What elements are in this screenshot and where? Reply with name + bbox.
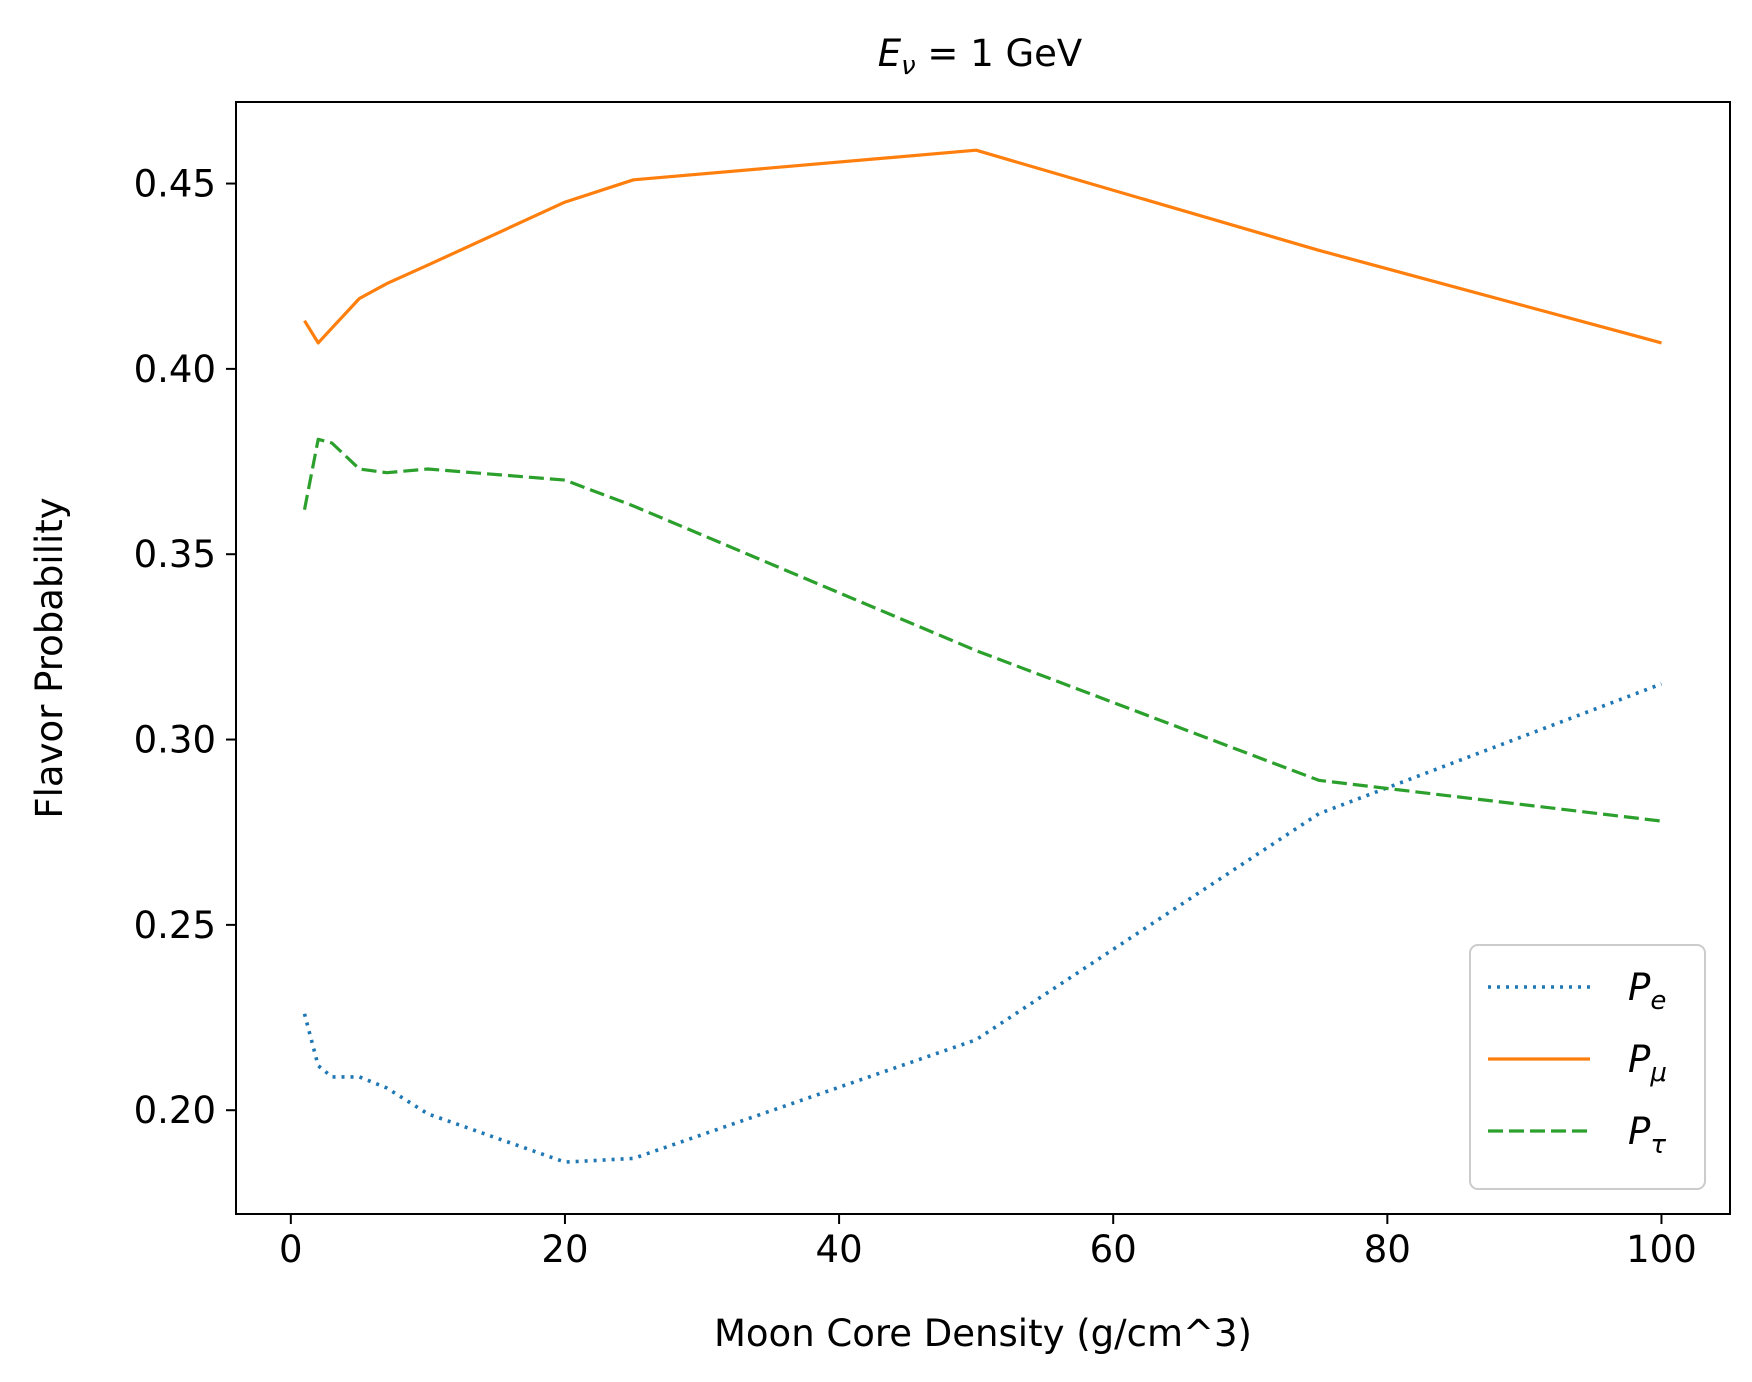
x-tick-label: 20 [541, 1228, 588, 1271]
y-tick-label: 0.25 [134, 904, 216, 947]
x-tick-label: 60 [1090, 1228, 1137, 1271]
x-axis-label: Moon Core Density (g/cm^3) [714, 1312, 1252, 1355]
y-tick-label: 0.40 [134, 348, 216, 391]
y-axis: 0.20 0.25 0.30 0.35 0.40 0.45 [134, 163, 236, 1132]
legend-label-0: Pe [1628, 966, 1666, 1016]
legend-label-2: Pτ [1628, 1110, 1666, 1160]
chart-title: Eν = 1 GeV [878, 32, 1083, 81]
x-tick-label: 0 [279, 1228, 303, 1271]
x-tick-label: 40 [816, 1228, 863, 1271]
series-line-1 [303, 148, 1662, 345]
svg-text:Eν = 1 GeV: Eν = 1 GeV [878, 32, 1083, 81]
y-tick-label: 0.20 [134, 1089, 216, 1132]
y-tick-label: 0.35 [134, 533, 216, 576]
series-line-0 [302, 682, 1663, 1164]
chart-title-main: E [878, 32, 902, 75]
legend-box [1469, 944, 1706, 1190]
x-axis: 0 20 40 60 80 100 [279, 1214, 1697, 1271]
legend: Pe Pμ Pτ [1469, 944, 1706, 1190]
y-tick-label: 0.30 [134, 719, 216, 762]
y-tick-label: 0.45 [134, 163, 216, 206]
y-axis-label: Flavor Probability [28, 497, 71, 818]
series-line-2 [302, 437, 1662, 823]
plot-area-frame [235, 101, 1731, 1215]
chart-title-rest: = 1 GeV [916, 32, 1083, 75]
x-tick-label: 100 [1626, 1228, 1697, 1271]
legend-label-1: Pμ [1628, 1038, 1667, 1088]
chart-title-subscript: ν [901, 51, 916, 81]
series-layer [302, 148, 1663, 1164]
x-tick-label: 80 [1364, 1228, 1411, 1271]
